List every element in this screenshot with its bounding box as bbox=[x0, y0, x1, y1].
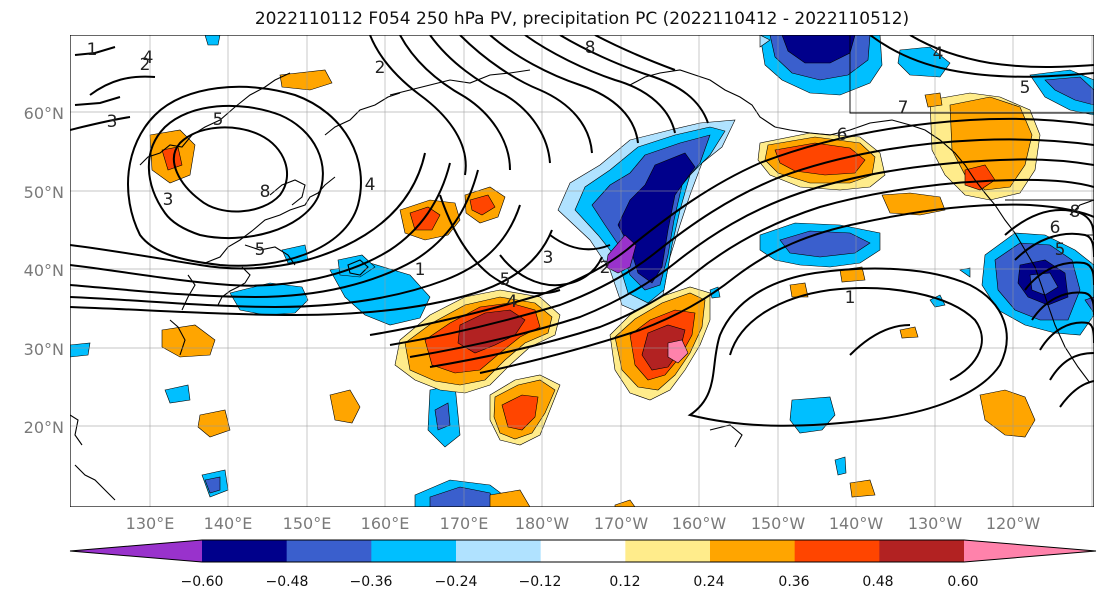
lon-label-160w: 160°W bbox=[671, 514, 727, 533]
lon-label-170w: 170°W bbox=[593, 514, 649, 533]
colorbar-segment bbox=[710, 540, 796, 562]
contour-label: 3 bbox=[107, 112, 118, 132]
colorbar-tick-label: 0.48 bbox=[862, 574, 894, 590]
contour-label: 8 bbox=[260, 182, 271, 202]
contour-label: 8 bbox=[585, 38, 596, 58]
contour-label: 4 bbox=[507, 292, 518, 312]
colorbar-tick-label: 0.12 bbox=[609, 574, 641, 590]
precip-shading bbox=[70, 35, 1094, 507]
lon-label-130w: 130°W bbox=[907, 514, 963, 533]
colorbar-tick-label: −0.24 bbox=[434, 574, 478, 590]
pv-contours bbox=[70, 35, 1094, 427]
colorbar-tick-label: 0.36 bbox=[778, 574, 810, 590]
colorbar-segment bbox=[371, 540, 457, 562]
colorbar-segment bbox=[625, 540, 711, 562]
contour-label: 8 bbox=[1070, 202, 1081, 222]
colorbar-extend-high bbox=[964, 540, 1096, 562]
contour-label: 2 bbox=[375, 58, 386, 78]
contour-label: 5 bbox=[255, 240, 266, 260]
map-panel: 1 2 3 4 5 8 3 4 5 1 2 3 5 2 4 6 7 4 5 5 … bbox=[70, 35, 1094, 507]
colorbar-tick-label: −0.36 bbox=[349, 574, 393, 590]
lon-label-180w: 180°W bbox=[514, 514, 570, 533]
contour-label: 6 bbox=[1050, 218, 1061, 238]
contour-label: 4 bbox=[365, 175, 376, 195]
lon-label-130e: 130°E bbox=[125, 514, 175, 533]
lon-label-140e: 140°E bbox=[203, 514, 253, 533]
colorbar-tick-label: −0.12 bbox=[518, 574, 562, 590]
contour-label: 6 bbox=[837, 125, 848, 145]
colorbar-outline bbox=[69, 539, 1097, 563]
lat-label-30n: 30°N bbox=[23, 340, 64, 359]
lat-label-50n: 50°N bbox=[23, 183, 64, 202]
contour-label: 2 bbox=[600, 258, 611, 278]
contour-label: 1 bbox=[415, 260, 426, 280]
colorbar bbox=[69, 539, 1097, 563]
lon-label-170e: 170°E bbox=[439, 514, 489, 533]
contour-label: 2 bbox=[140, 55, 151, 75]
lon-label-160e: 160°E bbox=[360, 514, 410, 533]
colorbar-segment bbox=[202, 540, 288, 562]
contour-label: 5 bbox=[500, 270, 511, 290]
lat-label-20n: 20°N bbox=[23, 418, 64, 437]
colorbar-segment bbox=[794, 540, 880, 562]
colorbar-tick-label: −0.48 bbox=[265, 574, 309, 590]
colorbar-segment bbox=[456, 540, 542, 562]
contour-label: 5 bbox=[1055, 240, 1066, 260]
lat-label-60n: 60°N bbox=[23, 104, 64, 123]
colorbar-segment bbox=[540, 540, 626, 562]
lon-label-140w: 140°W bbox=[828, 514, 884, 533]
contour-label: 1 bbox=[845, 288, 856, 308]
contour-label: 5 bbox=[213, 110, 224, 130]
contour-label: 3 bbox=[163, 190, 174, 210]
colorbar-tick-label: −0.60 bbox=[180, 574, 224, 590]
lon-label-120w: 120°W bbox=[985, 514, 1041, 533]
map-title: 2022110112 F054 250 hPa PV, precipitatio… bbox=[254, 9, 910, 29]
contour-labels: 1 2 3 4 5 8 3 4 5 1 2 3 5 2 4 6 7 4 5 5 … bbox=[87, 38, 1081, 312]
contour-label: 4 bbox=[143, 48, 154, 68]
contour-label: 7 bbox=[898, 98, 909, 118]
colorbar-tick-label: 0.60 bbox=[947, 574, 979, 590]
lon-label-150w: 150°W bbox=[750, 514, 806, 533]
colorbar-segment bbox=[286, 540, 372, 562]
contour-label: 1 bbox=[87, 40, 98, 60]
lon-label-150e: 150°E bbox=[282, 514, 332, 533]
contour-label: 4 bbox=[933, 44, 944, 64]
contour-label: 3 bbox=[543, 248, 554, 268]
colorbar-tick-label: 0.24 bbox=[693, 574, 725, 590]
lat-label-40n: 40°N bbox=[23, 261, 64, 280]
colorbar-segment bbox=[879, 540, 965, 562]
colorbar-extend-low bbox=[70, 540, 202, 562]
contour-label: 5 bbox=[1020, 78, 1031, 98]
